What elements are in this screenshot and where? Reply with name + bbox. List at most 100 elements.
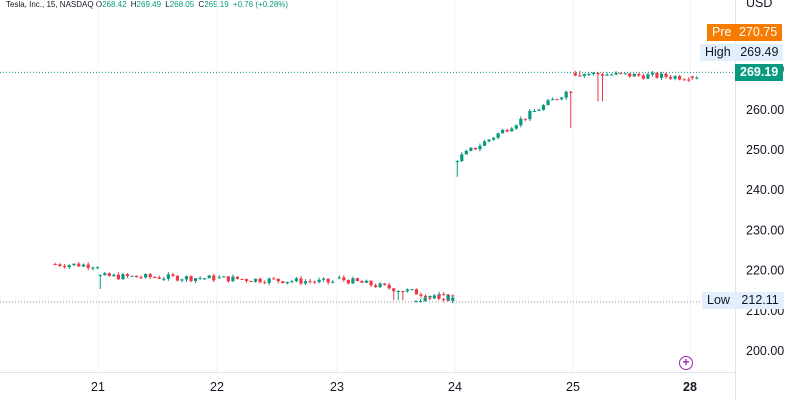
candle-body	[646, 74, 650, 79]
candle-body	[510, 128, 514, 132]
candle-body	[322, 278, 326, 280]
candle-body	[690, 76, 694, 78]
candle-body	[505, 129, 509, 132]
candle-body	[53, 264, 57, 266]
y-tick-label: 240.00	[746, 183, 784, 197]
candle-body	[162, 278, 166, 280]
y-tick-label: 220.00	[746, 264, 784, 278]
high-label: H	[130, 0, 137, 9]
open-label: O	[95, 0, 103, 9]
candle-body	[203, 278, 207, 280]
candle-body	[487, 139, 491, 142]
candle-body	[573, 73, 577, 76]
candle-body	[414, 301, 418, 303]
premarket-price-tag: Pre 270.75	[707, 24, 783, 41]
candle-body	[600, 74, 605, 76]
candle-body	[244, 279, 249, 281]
candle-body	[130, 275, 134, 277]
candle-body	[63, 265, 67, 268]
candle-body	[166, 274, 170, 279]
high-value: 269.49	[136, 0, 162, 9]
candle-body	[281, 281, 285, 284]
candle-body	[235, 276, 240, 279]
candle-body	[451, 295, 455, 297]
candle-body	[387, 284, 391, 289]
candle-body	[67, 265, 71, 268]
candle-body	[272, 278, 276, 280]
candle-body	[564, 91, 568, 98]
candle-body	[418, 301, 423, 303]
session-low-label: Low	[707, 293, 730, 307]
candle-body	[392, 288, 396, 292]
candle-body	[303, 281, 308, 284]
session-low-value: 212.11	[741, 293, 779, 307]
candle-body	[253, 278, 258, 282]
candle-body	[103, 273, 107, 276]
legend-header: Tesla, Inc., 15, NASDAQ O268.42 H269.49 …	[6, 0, 288, 12]
candle-body	[678, 76, 682, 80]
candle-body	[455, 161, 459, 163]
candle-body	[428, 297, 432, 299]
candle-body	[569, 91, 573, 93]
candle-body	[519, 118, 523, 126]
candle-body	[464, 150, 468, 155]
currency-label[interactable]: USD	[746, 0, 773, 10]
candle-body	[193, 278, 198, 281]
session-low-tag: Low 212.11	[702, 292, 784, 309]
candle-body	[107, 273, 111, 277]
candle-body	[632, 73, 636, 77]
session-high-value: 269.49	[740, 45, 779, 59]
candle-body	[184, 276, 189, 280]
symbol-label: Tesla, Inc., 15, NASDAQ	[6, 0, 94, 9]
candle-body	[555, 99, 559, 101]
candle-body	[641, 75, 645, 79]
candle-body	[134, 275, 139, 278]
x-tick-label: 28	[683, 380, 697, 394]
candle-body	[312, 281, 317, 283]
candle-body	[207, 275, 211, 279]
candle-body	[537, 109, 541, 112]
candle-body	[346, 280, 350, 284]
candle-body	[96, 267, 100, 269]
candle-body	[369, 280, 373, 286]
candle-body	[614, 72, 618, 75]
candle-body	[673, 76, 677, 79]
candle-body	[299, 278, 303, 284]
candle-body	[628, 73, 632, 77]
candle-body	[659, 73, 664, 78]
candle-body	[587, 73, 591, 75]
candle-body	[451, 297, 455, 301]
candle-body	[121, 274, 125, 280]
candle-body	[591, 72, 596, 74]
candle-body	[419, 294, 423, 296]
candle-body	[423, 297, 427, 302]
low-value: 268.05	[169, 0, 195, 9]
candle-body	[317, 279, 321, 283]
candle-body	[596, 72, 600, 75]
candle-body	[532, 111, 537, 113]
candle-body	[86, 264, 90, 268]
candle-body	[478, 145, 482, 150]
candle-body	[285, 281, 289, 284]
candle-body	[501, 129, 505, 134]
candle-body	[157, 277, 161, 279]
candle-body	[637, 73, 641, 76]
candle-body	[258, 278, 262, 283]
plus-circle-icon[interactable]: +	[679, 356, 693, 370]
y-tick-label: 250.00	[746, 143, 784, 157]
candle-body	[364, 280, 369, 283]
candle-body	[125, 274, 130, 277]
price-axis-divider	[735, 0, 736, 400]
x-tick-label: 22	[210, 380, 224, 394]
premarket-value: 270.75	[738, 25, 778, 39]
session-high-label: High	[705, 45, 731, 59]
candle-body	[198, 278, 202, 280]
candle-body	[378, 283, 382, 288]
candle-body	[290, 281, 294, 283]
candle-body	[98, 275, 102, 277]
candle-body	[139, 277, 143, 279]
candle-body	[81, 264, 86, 267]
candle-body	[437, 295, 441, 299]
candle-body	[72, 263, 76, 266]
